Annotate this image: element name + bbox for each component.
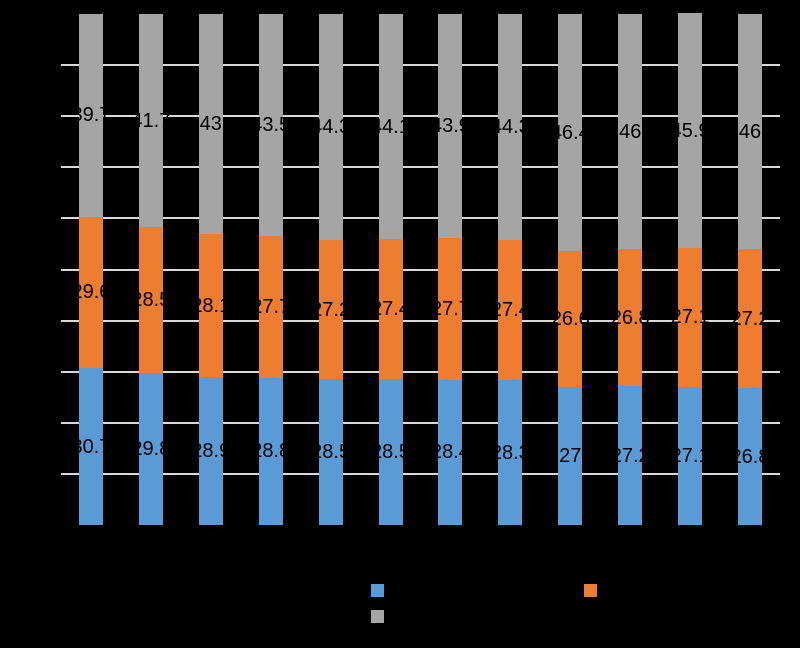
bar-segment-col9-series2	[558, 251, 583, 388]
data-label-col10-series2: 26.8	[610, 306, 650, 329]
bar-segment-col1-series1	[78, 368, 103, 525]
data-label-col3-series1: 28.9	[191, 440, 231, 463]
data-label-col8-series3: 44.3	[490, 116, 530, 139]
bar-segment-col7-series1	[438, 379, 463, 525]
bar-segment-col3-series3	[198, 14, 223, 234]
bar-segment-col7-series3	[438, 14, 463, 239]
data-label-col7-series3: 43.9	[430, 115, 470, 138]
data-label-col2-series3: 41.7	[131, 109, 171, 132]
gridline-50-percent	[61, 268, 780, 271]
bar-segment-col8-series3	[498, 14, 523, 241]
bar-segment-col8-series2	[498, 240, 523, 381]
data-label-col12-series1: 26.8	[730, 445, 770, 468]
gridline-10-percent	[61, 472, 780, 475]
gridline-60-percent	[61, 217, 780, 220]
bar-segment-col6-series2	[378, 239, 403, 380]
bar-segment-col5-series3	[318, 14, 343, 241]
data-label-col12-series3: 46	[738, 120, 762, 143]
bar-segment-col3-series2	[198, 233, 223, 378]
bar-segment-col2-series3	[138, 14, 163, 228]
data-label-col9-series2: 26.6	[550, 308, 590, 331]
data-label-col3-series3: 43	[199, 112, 222, 135]
gridline-40-percent	[61, 319, 780, 322]
bar-segment-col4-series1	[258, 377, 283, 525]
bar-segment-col3-series1	[198, 377, 223, 525]
data-label-col2-series2: 28.5	[131, 288, 171, 311]
data-label-col4-series1: 28.8	[251, 440, 291, 463]
data-label-col7-series2: 27.7	[430, 298, 470, 321]
data-label-col5-series2: 27.2	[311, 298, 351, 321]
bar-segment-col12-series1	[738, 388, 763, 525]
gridline-30-percent	[61, 370, 780, 373]
data-label-col7-series1: 28.4	[430, 441, 470, 464]
legend-swatch-series2	[584, 584, 597, 597]
bar-segment-col2-series2	[138, 227, 163, 373]
bar-segment-col6-series1	[378, 379, 403, 525]
legend-swatch-series1	[371, 584, 384, 597]
data-label-col3-series2: 28.1	[191, 294, 231, 317]
gridline-80-percent	[61, 115, 780, 118]
bar-segment-col10-series3	[618, 14, 643, 250]
bar-segment-col11-series2	[678, 248, 703, 387]
bar-segment-col5-series1	[318, 379, 343, 525]
data-label-col12-series2: 27.2	[730, 307, 770, 330]
data-label-col8-series2: 27.4	[490, 299, 530, 322]
data-label-col10-series1: 27.2	[610, 444, 650, 467]
data-label-col2-series1: 29.8	[131, 437, 171, 460]
bar-segment-col6-series3	[378, 14, 403, 240]
data-label-col10-series3: 46	[619, 120, 642, 143]
data-label-col11-series1: 27.1	[670, 444, 710, 467]
data-label-col1-series3: 39.7	[71, 104, 111, 127]
bar-segment-col1-series3	[78, 14, 103, 217]
bar-segment-col11-series3	[678, 13, 703, 249]
data-label-col1-series2: 29.6	[71, 281, 111, 304]
data-label-col5-series3: 44.3	[311, 116, 351, 139]
data-label-col4-series2: 27.7	[251, 296, 291, 319]
data-label-col9-series3: 46.4	[550, 121, 590, 144]
bar-segment-col2-series1	[138, 372, 163, 525]
legend-swatch-series3	[371, 610, 384, 623]
data-label-col11-series3: 45.9	[670, 119, 710, 142]
bar-segment-col7-series2	[438, 238, 463, 380]
data-label-col4-series3: 43.5	[251, 114, 291, 137]
bar-segment-col8-series1	[498, 380, 523, 525]
data-label-col1-series1: 30.7	[71, 435, 111, 458]
bar-segment-col5-series2	[318, 240, 343, 380]
bar-segment-col1-series2	[78, 216, 103, 369]
gridline-20-percent	[61, 421, 780, 424]
bar-segment-col11-series1	[678, 386, 703, 525]
data-label-col8-series1: 28.3	[490, 441, 530, 464]
bar-segment-col4-series2	[258, 236, 283, 378]
bar-segment-col9-series1	[558, 387, 583, 525]
bar-segment-col12-series2	[738, 249, 763, 389]
data-label-col6-series2: 27.4	[371, 298, 410, 321]
gridline-90-percent	[61, 64, 780, 67]
data-label-col6-series1: 28.5	[371, 441, 410, 464]
data-label-col6-series3: 44.1	[371, 115, 410, 138]
data-label-col9-series1: 27	[559, 445, 582, 467]
bar-segment-col10-series2	[618, 249, 643, 386]
bar-segment-col9-series3	[558, 14, 583, 252]
data-label-col5-series1: 28.5	[311, 441, 351, 464]
bar-segment-col12-series3	[738, 14, 763, 250]
bar-segment-col10-series1	[618, 386, 643, 525]
data-label-col11-series2: 27.1	[670, 306, 710, 329]
bar-segment-col4-series3	[258, 14, 283, 237]
gridline-70-percent	[61, 166, 780, 169]
